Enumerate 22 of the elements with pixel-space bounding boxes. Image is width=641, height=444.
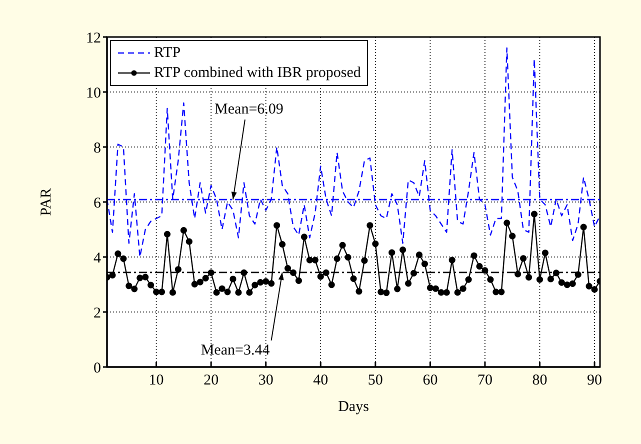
x-tick-label: 80 bbox=[532, 372, 548, 389]
y-tick-label: 6 bbox=[94, 195, 102, 212]
x-tick-label: 30 bbox=[258, 372, 274, 389]
y-tick-label: 12 bbox=[86, 30, 101, 46]
x-axis-title: Days bbox=[338, 399, 370, 415]
y-tick-label: 8 bbox=[94, 140, 101, 156]
legend-label: RTP bbox=[154, 44, 181, 63]
y-tick-label: 4 bbox=[94, 250, 102, 266]
y-axis-title: PAR bbox=[38, 188, 54, 216]
annotation: Mean=3.44 bbox=[200, 342, 270, 358]
x-tick-label: 50 bbox=[368, 372, 383, 389]
legend-label: RTP combined with IBR proposed bbox=[154, 64, 361, 83]
x-tick-label: 10 bbox=[148, 372, 164, 389]
y-tick-label: 10 bbox=[86, 85, 101, 102]
x-tick-label: 60 bbox=[422, 372, 438, 389]
x-tick-label: 70 bbox=[477, 372, 492, 389]
annotation: Mean=6.09 bbox=[214, 102, 284, 118]
x-tick-label: 40 bbox=[313, 372, 328, 389]
x-tick-label: 20 bbox=[204, 372, 219, 389]
x-tick-label: 90 bbox=[587, 372, 602, 389]
y-tick-label: 0 bbox=[94, 360, 101, 376]
y-tick-label: 2 bbox=[94, 305, 101, 322]
